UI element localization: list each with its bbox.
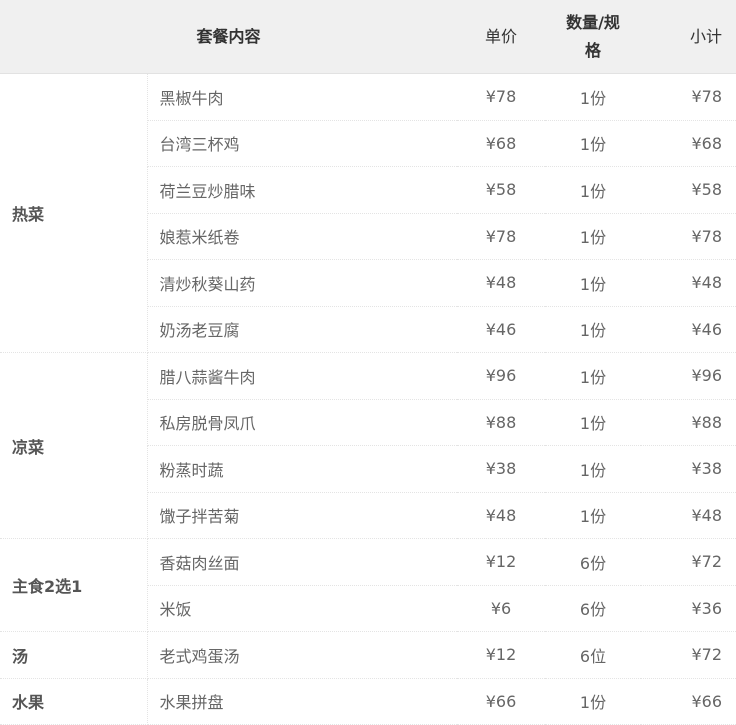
table-row: 汤老式鸡蛋汤 ¥12 6位 ¥72 — [0, 631, 736, 679]
table-row: 娘惹米纸卷 ¥78 1份 ¥78 — [0, 213, 736, 260]
category-cell: 汤 — [0, 631, 148, 679]
table-header: 套餐内容 单价 数量/规格 小计 — [0, 0, 736, 74]
header-subtotal: 小计 — [641, 0, 736, 74]
dish-name: 水果拼盘 — [147, 678, 458, 725]
subtotal: ¥68 — [641, 120, 736, 167]
table-row: 台湾三杯鸡 ¥68 1份 ¥68 — [0, 120, 736, 167]
dish-name: 台湾三杯鸡 — [147, 120, 458, 167]
quantity: 6份 — [545, 585, 642, 632]
quantity: 1份 — [545, 259, 642, 307]
dish-name: 香菇肉丝面 — [147, 538, 458, 586]
quantity: 1份 — [545, 120, 642, 167]
quantity: 6份 — [545, 538, 642, 586]
unit-price: ¥12 — [457, 538, 546, 586]
quantity: 1份 — [545, 166, 642, 214]
dish-name: 荷兰豆炒腊味 — [147, 166, 458, 214]
dish-name: 老式鸡蛋汤 — [147, 631, 458, 679]
unit-price: ¥78 — [457, 73, 546, 121]
unit-price: ¥48 — [457, 492, 546, 539]
quantity: 1份 — [545, 73, 642, 121]
dish-name: 奶汤老豆腐 — [147, 306, 458, 353]
table-row: 粉蒸时蔬 ¥38 1份 ¥38 — [0, 445, 736, 493]
dish-name: 清炒秋葵山药 — [147, 259, 458, 307]
dish-name: 馓子拌苦菊 — [147, 492, 458, 539]
table-row: 水果 水果拼盘 ¥66 1份 ¥66 — [0, 678, 736, 725]
subtotal: ¥78 — [641, 73, 736, 121]
subtotal: ¥88 — [641, 399, 736, 446]
unit-price: ¥46 — [457, 306, 546, 353]
quantity: 1份 — [545, 306, 642, 353]
unit-price: ¥58 — [457, 166, 546, 214]
quantity: 1份 — [545, 399, 642, 446]
table-row: 热菜 黑椒牛肉 ¥78 1份 ¥78 — [0, 73, 736, 353]
dish-name: 米饭 — [147, 585, 458, 632]
category-cell: 水果 — [0, 678, 148, 725]
subtotal: ¥58 — [641, 166, 736, 214]
category-cell: 主食2选1 — [0, 538, 148, 632]
quantity: 1份 — [545, 352, 642, 400]
quantity: 1份 — [545, 492, 642, 539]
subtotal: ¥96 — [641, 352, 736, 400]
subtotal: ¥72 — [641, 631, 736, 679]
dish-name: 黑椒牛肉 — [147, 73, 458, 121]
unit-price: ¥68 — [457, 120, 546, 167]
subtotal: ¥36 — [641, 585, 736, 632]
unit-price: ¥78 — [457, 213, 546, 260]
subtotal: ¥66 — [641, 678, 736, 725]
header-qty: 数量/规格 — [545, 0, 642, 74]
subtotal: ¥72 — [641, 538, 736, 586]
quantity: 1份 — [545, 678, 642, 725]
unit-price: ¥96 — [457, 352, 546, 400]
table-row: 馓子拌苦菊 ¥48 1份 ¥48 — [0, 492, 736, 539]
unit-price: ¥66 — [457, 678, 546, 725]
unit-price: ¥12 — [457, 631, 546, 679]
subtotal: ¥48 — [641, 259, 736, 307]
unit-price: ¥6 — [457, 585, 546, 632]
quantity: 1份 — [545, 445, 642, 493]
table-row: 米饭 ¥6 6份 ¥36 — [0, 585, 736, 632]
table-row: 奶汤老豆腐 ¥46 1份 ¥46 — [0, 306, 736, 353]
dish-name: 私房脱骨凤爪 — [147, 399, 458, 446]
category-cell: 热菜 — [0, 73, 148, 353]
dish-name: 腊八蒜酱牛肉 — [147, 352, 458, 400]
table-row: 主食2选1 香菇肉丝面 ¥12 6份 ¥72 — [0, 538, 736, 632]
table-row: 凉菜 腊八蒜酱牛肉 ¥96 1份 ¥96 — [0, 352, 736, 539]
header-price: 单价 — [457, 0, 546, 74]
dish-name: 娘惹米纸卷 — [147, 213, 458, 260]
subtotal: ¥46 — [641, 306, 736, 353]
table-row: 私房脱骨凤爪 ¥88 1份 ¥88 — [0, 399, 736, 446]
unit-price: ¥48 — [457, 259, 546, 307]
category-cell: 凉菜 — [0, 352, 148, 539]
subtotal: ¥48 — [641, 492, 736, 539]
quantity: 1份 — [545, 213, 642, 260]
subtotal: ¥78 — [641, 213, 736, 260]
subtotal: ¥38 — [641, 445, 736, 493]
dish-name: 粉蒸时蔬 — [147, 445, 458, 493]
unit-price: ¥38 — [457, 445, 546, 493]
table-row: 荷兰豆炒腊味 ¥58 1份 ¥58 — [0, 166, 736, 214]
quantity: 6位 — [545, 631, 642, 679]
header-content: 套餐内容 — [0, 0, 458, 74]
table-row: 清炒秋葵山药 ¥48 1份 ¥48 — [0, 259, 736, 307]
unit-price: ¥88 — [457, 399, 546, 446]
